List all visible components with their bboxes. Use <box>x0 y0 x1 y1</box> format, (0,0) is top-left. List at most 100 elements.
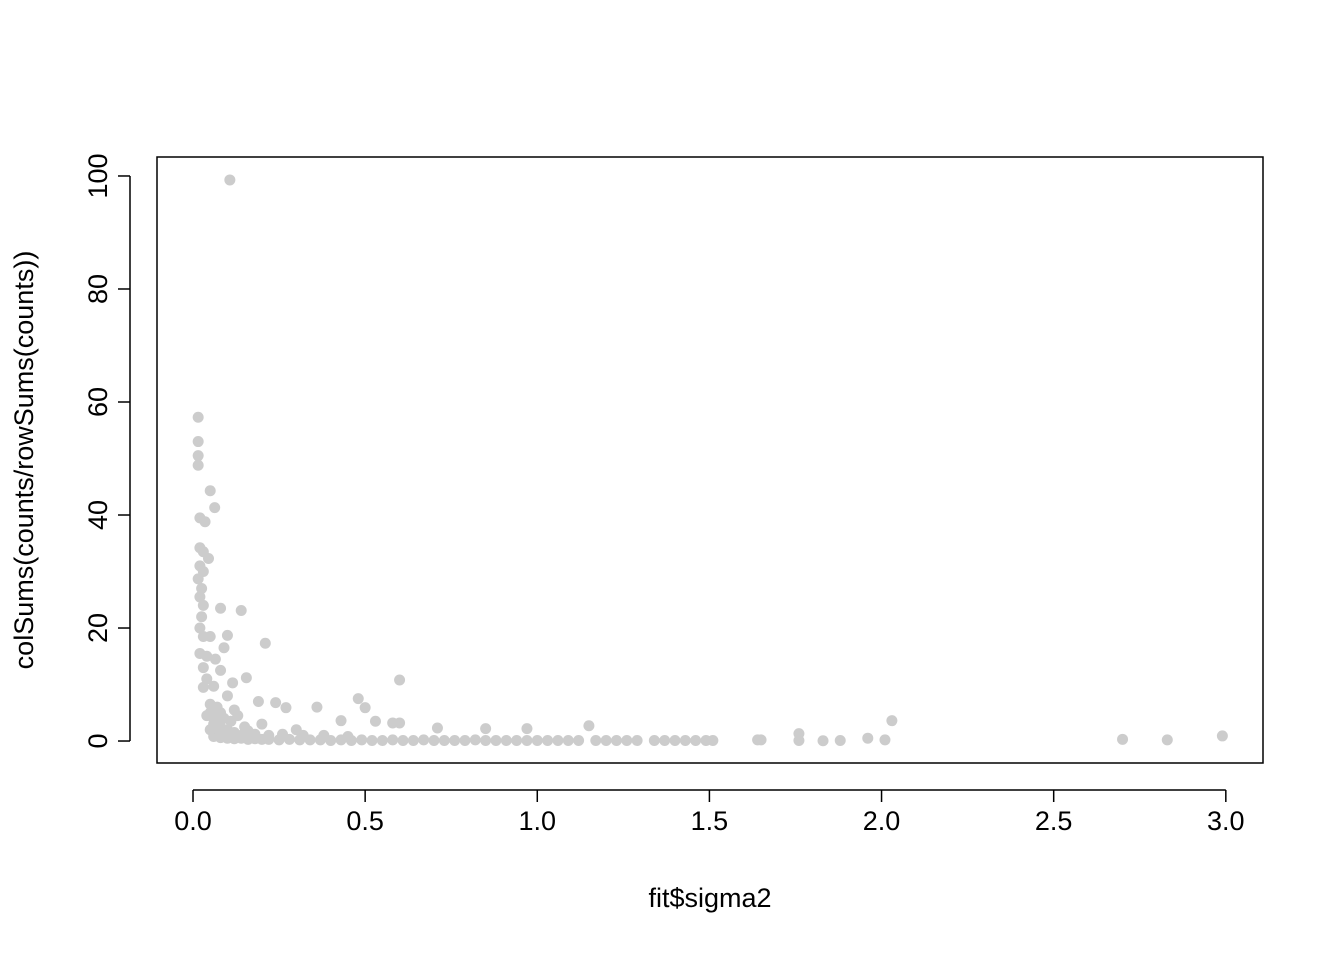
point <box>879 734 891 746</box>
point <box>755 734 767 746</box>
point <box>311 701 323 713</box>
point <box>407 734 419 746</box>
point <box>221 629 233 641</box>
point <box>366 734 378 746</box>
point <box>817 735 829 747</box>
point <box>521 723 533 735</box>
point <box>459 734 471 746</box>
plot-frame <box>156 156 1264 764</box>
point <box>263 729 275 741</box>
point <box>369 715 381 727</box>
point <box>490 734 502 746</box>
point <box>192 450 204 462</box>
point <box>297 729 309 741</box>
point <box>418 734 430 746</box>
y-tick-label: 100 <box>83 153 113 198</box>
point <box>203 553 215 565</box>
point <box>562 734 574 746</box>
point <box>224 174 236 186</box>
point <box>196 611 208 623</box>
point <box>201 650 213 662</box>
point <box>480 723 492 735</box>
point <box>196 582 208 594</box>
point <box>573 734 585 746</box>
point <box>1216 730 1228 742</box>
point <box>394 674 406 686</box>
point <box>209 653 221 665</box>
point <box>531 734 543 746</box>
point <box>356 734 368 746</box>
point <box>204 724 216 736</box>
point <box>192 459 204 471</box>
point <box>252 695 264 707</box>
point <box>204 630 216 642</box>
point <box>707 734 719 746</box>
x-tick-label: 2.0 <box>863 806 901 836</box>
point <box>201 673 213 685</box>
point <box>862 732 874 744</box>
x-tick-label: 2.5 <box>1035 806 1073 836</box>
point <box>192 436 204 448</box>
point <box>659 734 671 746</box>
point <box>631 734 643 746</box>
point <box>318 729 330 741</box>
point <box>397 734 409 746</box>
point <box>352 693 364 705</box>
point <box>542 734 554 746</box>
y-tick-label: 60 <box>83 387 113 417</box>
point <box>521 734 533 746</box>
point <box>192 411 204 423</box>
point <box>669 734 681 746</box>
point <box>834 734 846 746</box>
point <box>204 485 216 497</box>
point <box>192 573 204 585</box>
point <box>218 712 230 724</box>
point <box>335 715 347 727</box>
point <box>376 734 388 746</box>
point <box>449 734 461 746</box>
point <box>211 701 223 713</box>
point <box>886 715 898 727</box>
point <box>583 720 595 732</box>
point <box>438 734 450 746</box>
point <box>197 599 209 611</box>
y-axis-label: colSums(counts/rowSums(counts)) <box>9 251 39 670</box>
point <box>1161 734 1173 746</box>
point <box>469 734 481 746</box>
y-tick-label: 80 <box>83 274 113 304</box>
point <box>197 662 209 674</box>
point <box>431 722 443 734</box>
y-tick-label: 20 <box>83 613 113 643</box>
point <box>197 681 209 693</box>
x-axis-label: fit$sigma2 <box>648 883 771 913</box>
point <box>428 734 440 746</box>
point <box>194 591 206 603</box>
x-tick-label: 0.5 <box>346 806 384 836</box>
point <box>793 734 805 746</box>
point <box>228 704 240 716</box>
point <box>221 690 233 702</box>
point <box>218 642 230 654</box>
point <box>256 718 268 730</box>
point <box>270 697 282 709</box>
point <box>227 677 239 689</box>
y-tick-label: 0 <box>83 734 113 749</box>
point <box>215 664 227 676</box>
x-tick-label: 0.0 <box>174 806 212 836</box>
point <box>277 728 289 740</box>
point <box>249 728 261 740</box>
point <box>552 734 564 746</box>
point <box>199 516 211 528</box>
y-tick-label: 40 <box>83 500 113 530</box>
point <box>208 680 220 692</box>
point <box>621 734 633 746</box>
point <box>280 702 292 714</box>
point <box>600 734 612 746</box>
point <box>387 734 399 746</box>
point <box>500 734 512 746</box>
point <box>201 710 213 722</box>
point <box>610 734 622 746</box>
point <box>209 502 221 514</box>
point <box>690 734 702 746</box>
point <box>511 734 523 746</box>
